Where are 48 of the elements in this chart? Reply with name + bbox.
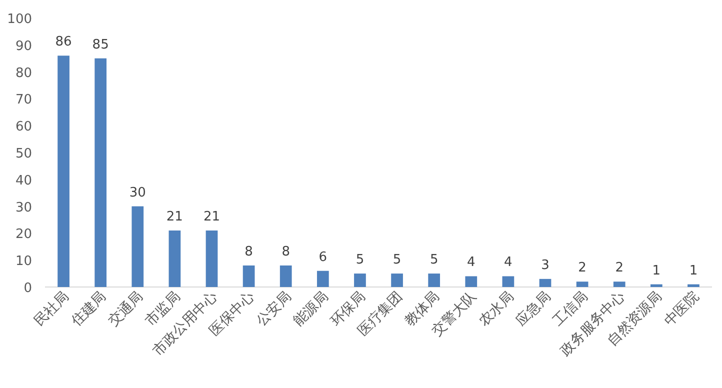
bar <box>168 230 181 287</box>
bar <box>391 274 403 287</box>
data-label: 85 <box>92 37 109 52</box>
data-label: 21 <box>203 210 220 225</box>
bar <box>650 284 662 287</box>
y-tick-label: 90 <box>15 38 32 54</box>
bar <box>316 270 329 287</box>
data-label: 8 <box>244 244 253 260</box>
data-label: 2 <box>578 260 586 276</box>
y-tick-label: 20 <box>15 227 32 242</box>
bar <box>58 56 70 287</box>
bar <box>206 230 218 287</box>
y-tick-label: 70 <box>15 92 32 108</box>
bar <box>354 274 366 287</box>
y-tick-label: 60 <box>15 120 32 135</box>
data-label: 86 <box>55 34 72 50</box>
y-tick-label: 10 <box>15 254 32 270</box>
y-tick-label: 30 <box>15 200 32 216</box>
data-label: 5 <box>430 252 438 268</box>
data-label: 8 <box>282 244 290 260</box>
x-tick-label: 中医院 <box>661 288 702 330</box>
bar <box>428 274 440 287</box>
y-tick-label: 80 <box>15 66 32 81</box>
data-label: 21 <box>166 210 183 225</box>
y-tick-label: 0 <box>24 281 32 296</box>
data-label: 3 <box>541 258 550 273</box>
bar <box>502 276 514 287</box>
y-tick-label: 50 <box>15 146 32 162</box>
data-label: 4 <box>467 255 476 270</box>
data-label: 30 <box>129 185 146 200</box>
data-label: 5 <box>356 252 364 268</box>
data-label: 6 <box>318 250 328 265</box>
data-label: 4 <box>504 255 512 270</box>
bar <box>613 282 626 287</box>
y-tick-label: 100 <box>7 12 32 27</box>
bar <box>539 278 552 287</box>
bar <box>688 284 700 287</box>
bar <box>576 282 588 287</box>
bar <box>132 206 144 287</box>
bar <box>280 265 292 287</box>
bar <box>94 58 107 287</box>
bar <box>465 276 478 287</box>
data-label: 2 <box>615 260 624 276</box>
data-label: 1 <box>689 263 698 278</box>
data-label: 5 <box>392 252 402 268</box>
data-label: 1 <box>652 263 661 278</box>
y-tick-label: 40 <box>15 173 32 188</box>
bar <box>242 265 255 287</box>
